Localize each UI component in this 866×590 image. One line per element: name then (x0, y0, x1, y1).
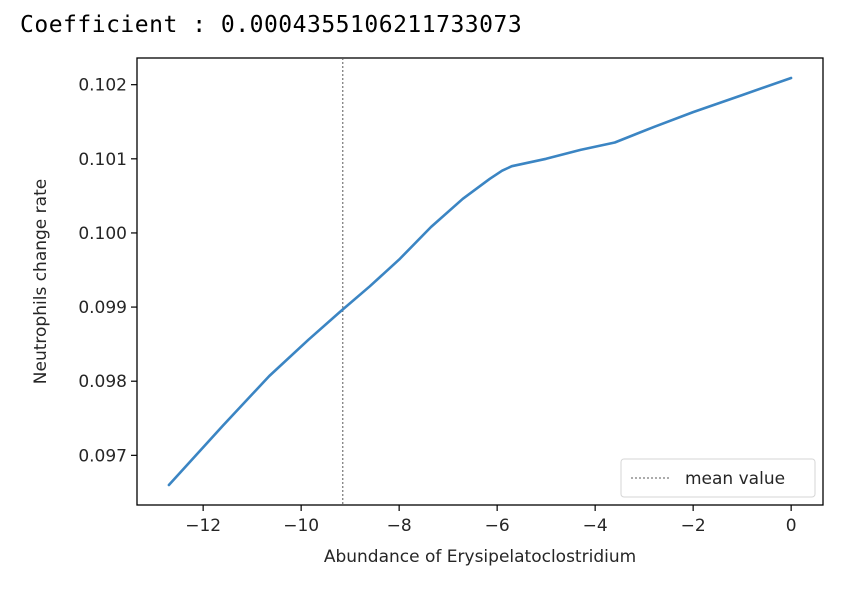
legend-box (620, 458, 816, 498)
legend: mean value (620, 458, 816, 498)
x-tick-label: −10 (283, 516, 319, 536)
coefficient-readout: Coefficient : 0.0004355106211733073 (20, 12, 522, 38)
coefficient-value: 0.0004355106211733073 (220, 12, 523, 38)
y-tick-label: 0.098 (78, 372, 127, 392)
y-tick-label: 0.100 (78, 224, 127, 244)
coefficient-label: Coefficient (20, 12, 178, 38)
coefficient-separator: : (192, 12, 207, 38)
y-tick-label: 0.101 (78, 150, 127, 170)
x-tick-label: 0 (786, 516, 797, 536)
x-tick-label: −4 (583, 516, 608, 536)
legend-label: mean value (685, 469, 785, 489)
series-line-0 (167, 76, 793, 487)
x-tick-label: −2 (681, 516, 706, 536)
plot-area-frame (136, 57, 824, 506)
y-tick-label: 0.097 (78, 446, 127, 466)
y-axis-label: Neutrophils change rate (31, 179, 51, 384)
x-axis-label: Abundance of Erysipelatoclostridium (324, 547, 636, 567)
x-tick-label: −6 (485, 516, 510, 536)
x-tick-label: −8 (387, 516, 412, 536)
y-tick-label: 0.102 (78, 76, 127, 96)
y-tick-label: 0.099 (78, 298, 127, 318)
x-tick-label: −12 (185, 516, 221, 536)
